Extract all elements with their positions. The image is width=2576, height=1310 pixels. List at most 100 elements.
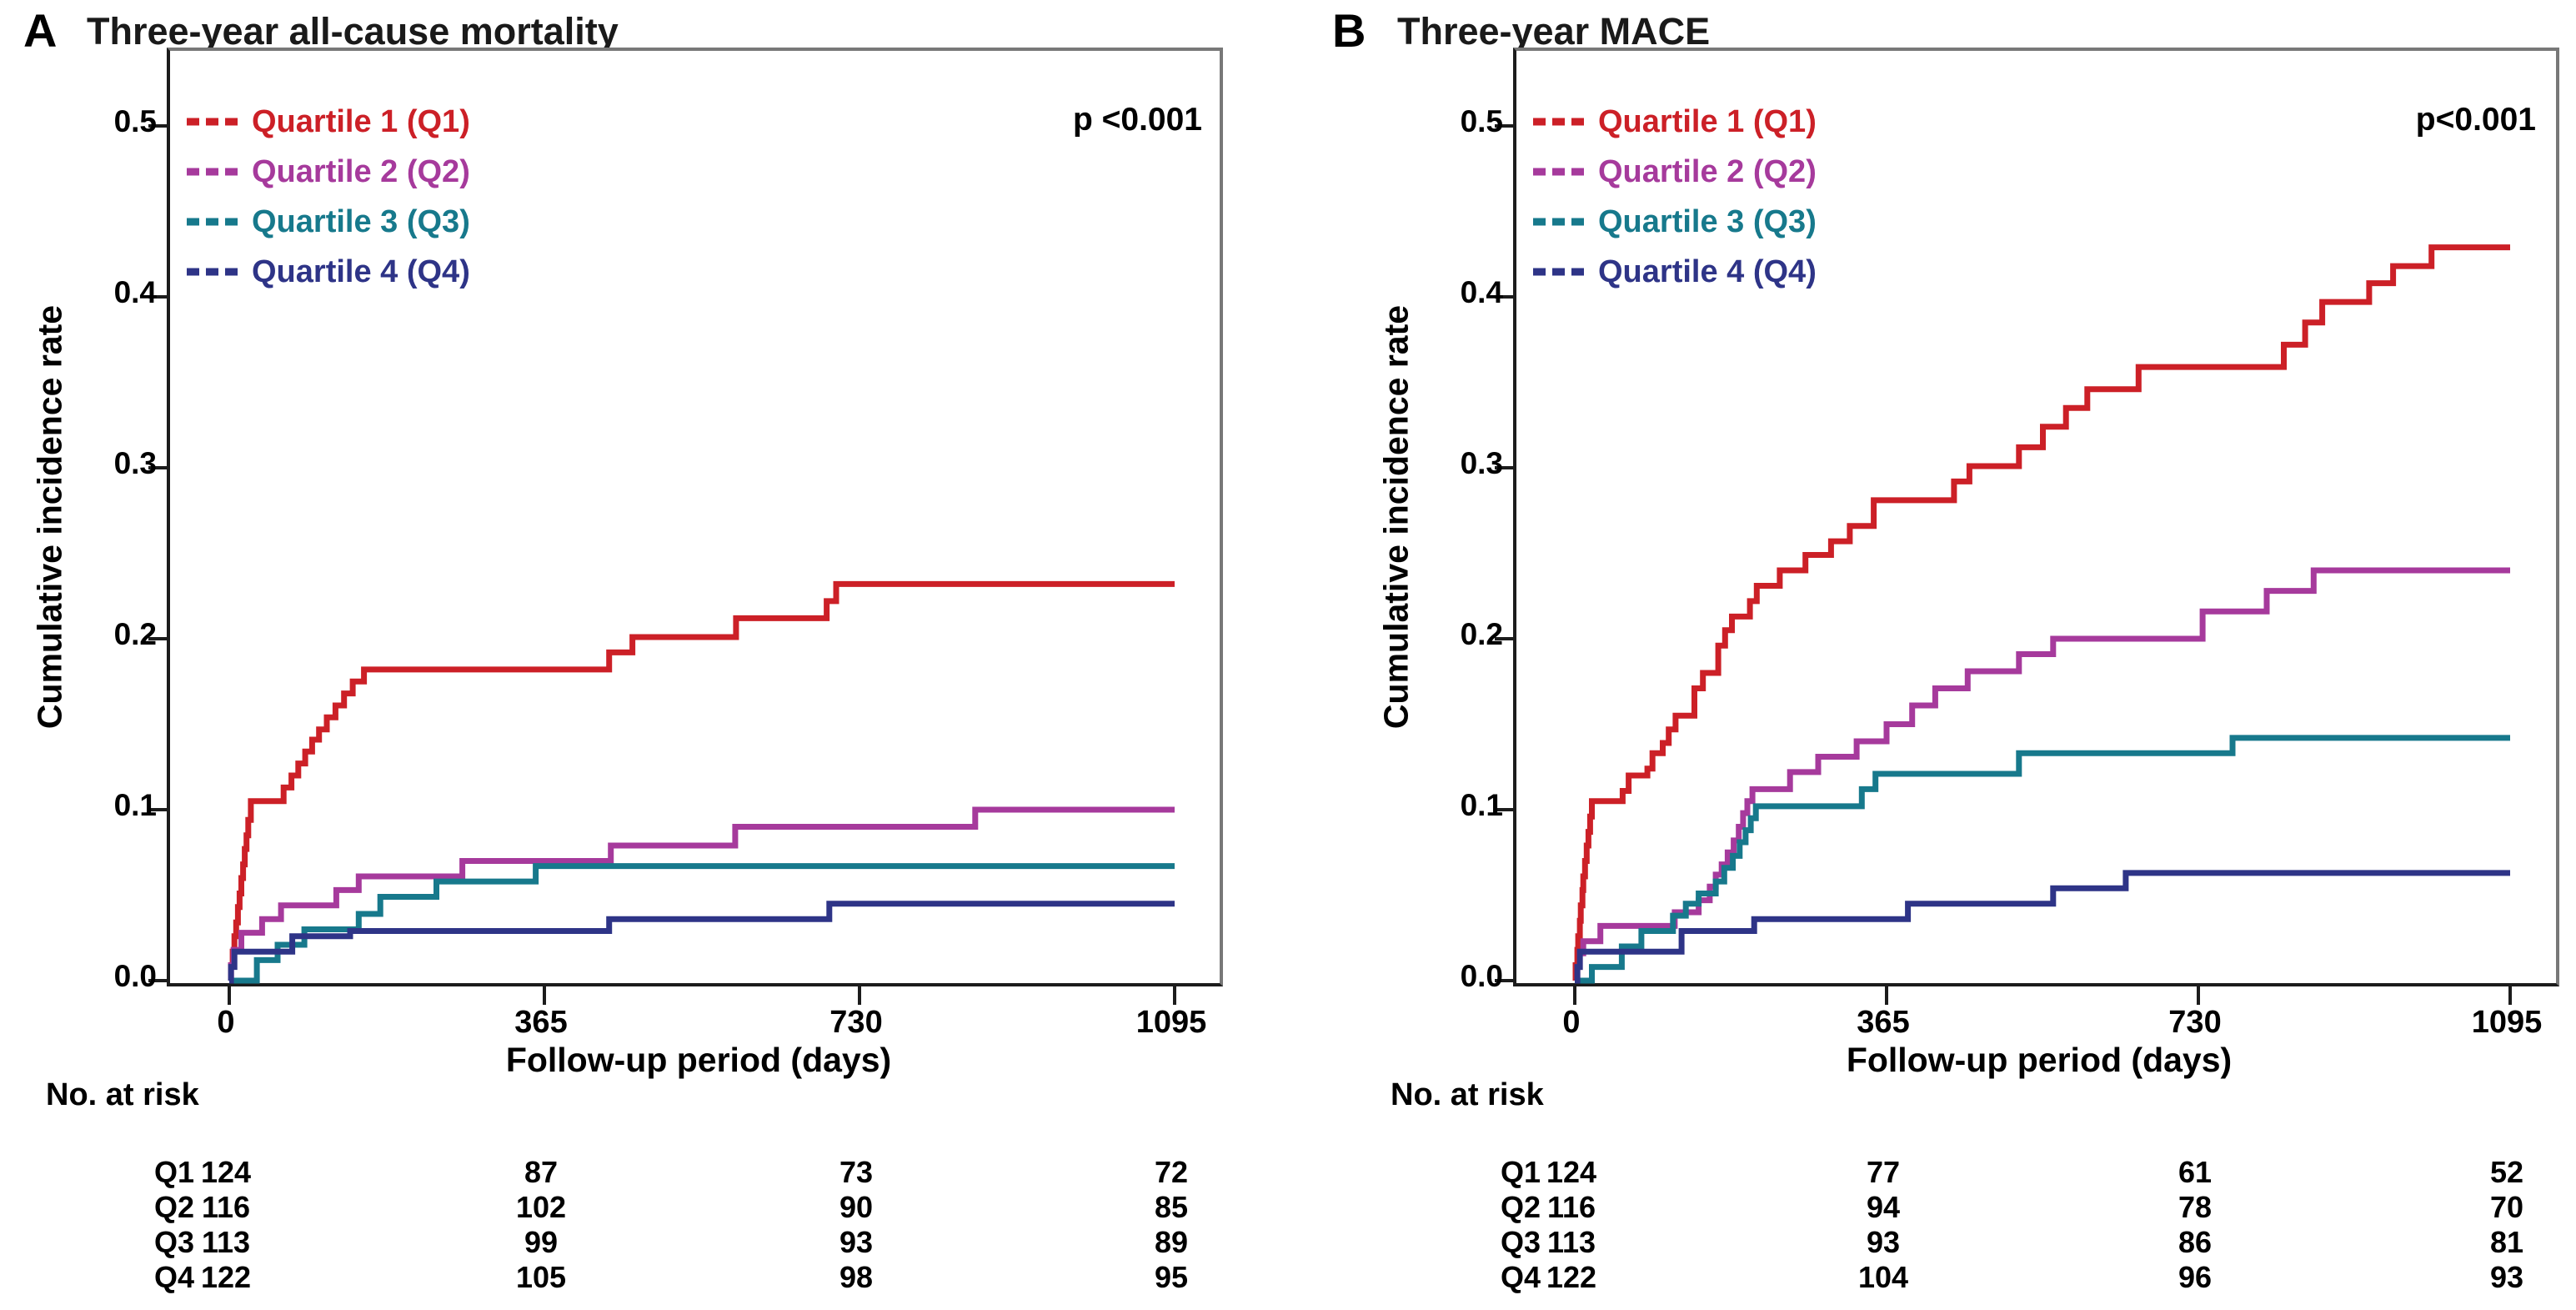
x-tick-label: 1095 xyxy=(1135,1005,1207,1040)
risk-row-label: Q2 xyxy=(154,1190,195,1224)
risk-cell: 124 xyxy=(1546,1155,1597,1189)
y-tick-label: 0.1 xyxy=(113,788,157,822)
legend-item-q1: Quartile 1 (Q1) xyxy=(187,101,470,143)
legend-dash-icon xyxy=(1533,118,1586,126)
x-axis-label: Follow-up period (days) xyxy=(505,1041,892,1079)
curve-q1 xyxy=(1572,244,2510,984)
x-tick-label: 730 xyxy=(829,1005,883,1040)
risk-row-label: Q4 xyxy=(1501,1260,1541,1294)
legend-item-q3: Quartile 3 (Q3) xyxy=(1533,201,1817,243)
risk-cell: 116 xyxy=(1546,1190,1596,1224)
risk-row-label: Q1 xyxy=(1501,1155,1541,1189)
risk-cell: 105 xyxy=(515,1260,567,1294)
risk-cell: 95 xyxy=(1154,1260,1189,1294)
risk-cell: 90 xyxy=(839,1190,874,1224)
risk-cell: 81 xyxy=(2489,1225,2524,1259)
legend-label: Quartile 3 (Q3) xyxy=(252,203,470,239)
legend-label: Quartile 2 (Q2) xyxy=(1598,153,1817,189)
curve-q4 xyxy=(228,901,1175,984)
legend-label: Quartile 4 (Q4) xyxy=(252,253,470,289)
legend-item-q3: Quartile 3 (Q3) xyxy=(187,201,470,243)
panel-a-curves-svg xyxy=(148,124,1176,1005)
risk-row-label: Q2 xyxy=(1501,1190,1541,1224)
y-tick-label: 0.3 xyxy=(113,446,157,480)
risk-row-label: Q4 xyxy=(154,1260,195,1294)
risk-cell: 93 xyxy=(1866,1225,1901,1259)
y-tick-label: 0.0 xyxy=(113,959,157,993)
risk-row-label: Q3 xyxy=(154,1225,195,1259)
curve-q1 xyxy=(228,580,1175,984)
legend-dash-icon xyxy=(1533,218,1586,226)
legend-dash-icon xyxy=(1533,168,1586,176)
panel-b-curves-svg xyxy=(1495,124,2512,1005)
panel-b-letter: B xyxy=(1332,4,1366,57)
legend-label: Quartile 1 (Q1) xyxy=(252,103,470,139)
panel-a-letter: A xyxy=(23,4,58,57)
risk-cell: 77 xyxy=(1866,1155,1901,1189)
y-tick-label: 0.5 xyxy=(1460,104,1503,138)
y-axis-label: Cumulative incidence rate xyxy=(1376,304,1416,730)
curve-q2 xyxy=(1574,567,2510,984)
legend-dash-icon xyxy=(187,218,240,226)
curve-q3 xyxy=(229,863,1175,984)
risk-cell: 113 xyxy=(1546,1225,1596,1259)
risk-cell: 104 xyxy=(1857,1260,1909,1294)
panel-b-p-value: p<0.001 xyxy=(2415,102,2536,138)
risk-cell: 85 xyxy=(1154,1190,1189,1224)
risk-cell: 72 xyxy=(1154,1155,1189,1189)
legend-label: Quartile 1 (Q1) xyxy=(1598,103,1817,139)
risk-cell: 116 xyxy=(201,1190,251,1224)
risk-cell: 73 xyxy=(839,1155,874,1189)
legend-dash-icon xyxy=(187,168,240,176)
risk-cell: 89 xyxy=(1154,1225,1189,1259)
panel-b-title: Three-year MACE xyxy=(1397,10,1711,53)
panel-b-risk-table-header: No. at risk xyxy=(1391,1077,1544,1112)
risk-cell: 86 xyxy=(2178,1225,2213,1259)
legend-dash-icon xyxy=(187,118,240,126)
risk-cell: 61 xyxy=(2178,1155,2213,1189)
risk-cell: 94 xyxy=(1866,1190,1901,1224)
risk-cell: 98 xyxy=(839,1260,874,1294)
legend-item-q2: Quartile 2 (Q2) xyxy=(187,151,470,193)
risk-cell: 52 xyxy=(2489,1155,2524,1189)
x-tick-label: 0 xyxy=(217,1005,235,1040)
panel-a-title: Three-year all-cause mortality xyxy=(87,10,619,53)
legend-item-q1: Quartile 1 (Q1) xyxy=(1533,101,1817,143)
curve-q3 xyxy=(1575,735,2510,984)
risk-row-label: Q1 xyxy=(154,1155,195,1189)
legend-label: Quartile 3 (Q3) xyxy=(1598,203,1817,239)
risk-cell: 70 xyxy=(2489,1190,2524,1224)
legend-dash-icon xyxy=(1533,268,1586,276)
y-tick-label: 0.5 xyxy=(113,104,157,138)
y-axis-label: Cumulative incidence rate xyxy=(30,304,69,730)
risk-cell: 124 xyxy=(200,1155,252,1189)
y-tick-label: 0.4 xyxy=(1460,275,1503,309)
x-axis-label: Follow-up period (days) xyxy=(1846,1041,2233,1079)
panel-b-plot-area xyxy=(1495,48,2559,1005)
x-tick-label: 365 xyxy=(1857,1005,1910,1040)
risk-cell: 93 xyxy=(2489,1260,2524,1294)
x-tick-label: 365 xyxy=(514,1005,568,1040)
y-tick-label: 0.1 xyxy=(1460,788,1503,822)
risk-cell: 113 xyxy=(201,1225,251,1259)
legend-item-q4: Quartile 4 (Q4) xyxy=(1533,251,1817,293)
risk-cell: 99 xyxy=(524,1225,559,1259)
risk-cell: 122 xyxy=(1546,1260,1597,1294)
risk-cell: 102 xyxy=(515,1190,567,1224)
x-tick-label: 730 xyxy=(2168,1005,2222,1040)
x-tick-label: 1095 xyxy=(2471,1005,2543,1040)
legend-label: Quartile 2 (Q2) xyxy=(252,153,470,189)
panel-a-risk-table-header: No. at risk xyxy=(46,1077,199,1112)
risk-cell: 78 xyxy=(2178,1190,2213,1224)
risk-cell: 93 xyxy=(839,1225,874,1259)
y-tick-label: 0.2 xyxy=(113,617,157,651)
legend-label: Quartile 4 (Q4) xyxy=(1598,253,1817,289)
risk-row-label: Q3 xyxy=(1501,1225,1541,1259)
panel-a-plot-area xyxy=(148,48,1223,1005)
risk-cell: 96 xyxy=(2178,1260,2213,1294)
x-tick-label: 0 xyxy=(1562,1005,1581,1040)
y-tick-label: 0.4 xyxy=(113,275,157,309)
panel-a-p-value: p <0.001 xyxy=(1072,102,1202,138)
y-tick-label: 0.0 xyxy=(1460,959,1503,993)
